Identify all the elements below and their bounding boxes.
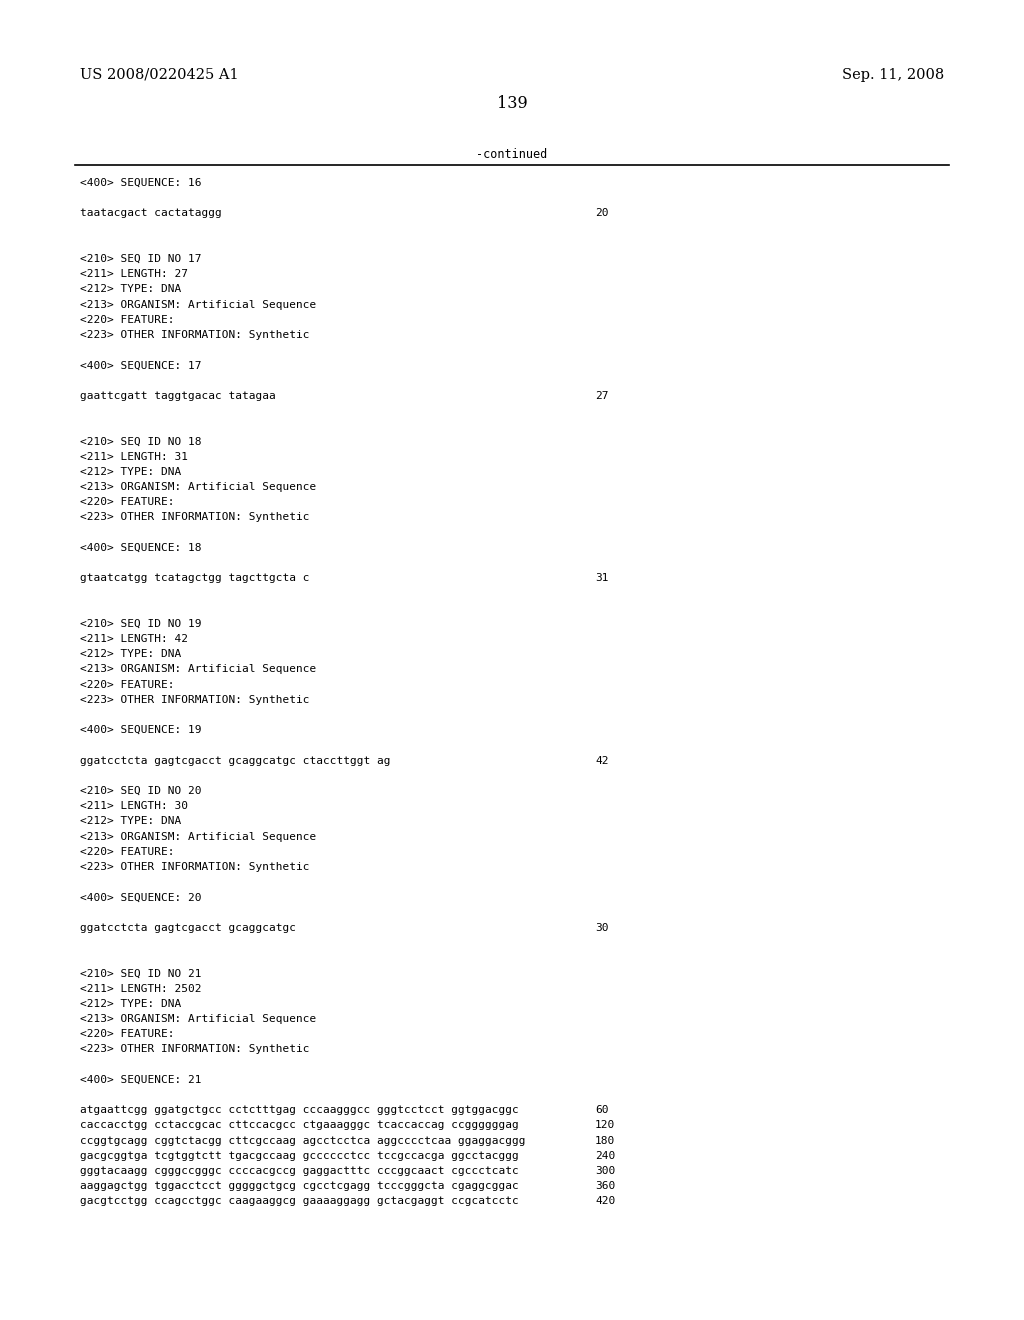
Text: ggatcctcta gagtcgacct gcaggcatgc ctaccttggt ag: ggatcctcta gagtcgacct gcaggcatgc ctacctt… [80, 755, 390, 766]
Text: <400> SEQUENCE: 19: <400> SEQUENCE: 19 [80, 725, 202, 735]
Text: aaggagctgg tggacctcct gggggctgcg cgcctcgagg tcccgggcta cgaggcggac: aaggagctgg tggacctcct gggggctgcg cgcctcg… [80, 1181, 519, 1191]
Text: <210> SEQ ID NO 21: <210> SEQ ID NO 21 [80, 969, 202, 978]
Text: <220> FEATURE:: <220> FEATURE: [80, 498, 174, 507]
Text: <223> OTHER INFORMATION: Synthetic: <223> OTHER INFORMATION: Synthetic [80, 512, 309, 523]
Text: 300: 300 [595, 1166, 615, 1176]
Text: <213> ORGANISM: Artificial Sequence: <213> ORGANISM: Artificial Sequence [80, 832, 316, 842]
Text: <210> SEQ ID NO 18: <210> SEQ ID NO 18 [80, 437, 202, 446]
Text: <212> TYPE: DNA: <212> TYPE: DNA [80, 284, 181, 294]
Text: <223> OTHER INFORMATION: Synthetic: <223> OTHER INFORMATION: Synthetic [80, 1044, 309, 1055]
Text: <220> FEATURE:: <220> FEATURE: [80, 680, 174, 689]
Text: <213> ORGANISM: Artificial Sequence: <213> ORGANISM: Artificial Sequence [80, 664, 316, 675]
Text: <211> LENGTH: 42: <211> LENGTH: 42 [80, 634, 188, 644]
Text: <211> LENGTH: 31: <211> LENGTH: 31 [80, 451, 188, 462]
Text: ccggtgcagg cggtctacgg cttcgccaag agcctcctca aggcccctcaa ggaggacggg: ccggtgcagg cggtctacgg cttcgccaag agcctcc… [80, 1135, 525, 1146]
Text: gacgcggtga tcgtggtctt tgacgccaag gcccccctcc tccgccacga ggcctacggg: gacgcggtga tcgtggtctt tgacgccaag gcccccc… [80, 1151, 519, 1160]
Text: <211> LENGTH: 30: <211> LENGTH: 30 [80, 801, 188, 812]
Text: 31: 31 [595, 573, 608, 583]
Text: gacgtcctgg ccagcctggc caagaaggcg gaaaaggagg gctacgaggt ccgcatcctc: gacgtcctgg ccagcctggc caagaaggcg gaaaagg… [80, 1196, 519, 1206]
Text: <220> FEATURE:: <220> FEATURE: [80, 847, 174, 857]
Text: 360: 360 [595, 1181, 615, 1191]
Text: <400> SEQUENCE: 18: <400> SEQUENCE: 18 [80, 543, 202, 553]
Text: 60: 60 [595, 1105, 608, 1115]
Text: gaattcgatt taggtgacac tatagaa: gaattcgatt taggtgacac tatagaa [80, 391, 275, 401]
Text: <400> SEQUENCE: 17: <400> SEQUENCE: 17 [80, 360, 202, 371]
Text: <400> SEQUENCE: 20: <400> SEQUENCE: 20 [80, 892, 202, 903]
Text: 30: 30 [595, 923, 608, 933]
Text: <220> FEATURE:: <220> FEATURE: [80, 314, 174, 325]
Text: <210> SEQ ID NO 19: <210> SEQ ID NO 19 [80, 619, 202, 628]
Text: <400> SEQUENCE: 16: <400> SEQUENCE: 16 [80, 178, 202, 187]
Text: <223> OTHER INFORMATION: Synthetic: <223> OTHER INFORMATION: Synthetic [80, 862, 309, 873]
Text: <223> OTHER INFORMATION: Synthetic: <223> OTHER INFORMATION: Synthetic [80, 330, 309, 341]
Text: <212> TYPE: DNA: <212> TYPE: DNA [80, 999, 181, 1008]
Text: <213> ORGANISM: Artificial Sequence: <213> ORGANISM: Artificial Sequence [80, 300, 316, 310]
Text: <223> OTHER INFORMATION: Synthetic: <223> OTHER INFORMATION: Synthetic [80, 694, 309, 705]
Text: <212> TYPE: DNA: <212> TYPE: DNA [80, 816, 181, 826]
Text: <210> SEQ ID NO 20: <210> SEQ ID NO 20 [80, 785, 202, 796]
Text: -continued: -continued [476, 148, 548, 161]
Text: <212> TYPE: DNA: <212> TYPE: DNA [80, 467, 181, 477]
Text: <211> LENGTH: 2502: <211> LENGTH: 2502 [80, 983, 202, 994]
Text: <211> LENGTH: 27: <211> LENGTH: 27 [80, 269, 188, 280]
Text: ggatcctcta gagtcgacct gcaggcatgc: ggatcctcta gagtcgacct gcaggcatgc [80, 923, 296, 933]
Text: <213> ORGANISM: Artificial Sequence: <213> ORGANISM: Artificial Sequence [80, 482, 316, 492]
Text: gtaatcatgg tcatagctgg tagcttgcta c: gtaatcatgg tcatagctgg tagcttgcta c [80, 573, 309, 583]
Text: 139: 139 [497, 95, 527, 112]
Text: <210> SEQ ID NO 17: <210> SEQ ID NO 17 [80, 253, 202, 264]
Text: Sep. 11, 2008: Sep. 11, 2008 [842, 69, 944, 82]
Text: 240: 240 [595, 1151, 615, 1160]
Text: gggtacaagg cgggccgggc ccccacgccg gaggactttc cccggcaact cgccctcatc: gggtacaagg cgggccgggc ccccacgccg gaggact… [80, 1166, 519, 1176]
Text: 27: 27 [595, 391, 608, 401]
Text: 20: 20 [595, 209, 608, 218]
Text: 42: 42 [595, 755, 608, 766]
Text: taatacgact cactataggg: taatacgact cactataggg [80, 209, 222, 218]
Text: atgaattcgg ggatgctgcc cctctttgag cccaagggcc gggtcctcct ggtggacggc: atgaattcgg ggatgctgcc cctctttgag cccaagg… [80, 1105, 519, 1115]
Text: 180: 180 [595, 1135, 615, 1146]
Text: <400> SEQUENCE: 21: <400> SEQUENCE: 21 [80, 1074, 202, 1085]
Text: <212> TYPE: DNA: <212> TYPE: DNA [80, 649, 181, 659]
Text: US 2008/0220425 A1: US 2008/0220425 A1 [80, 69, 239, 82]
Text: 420: 420 [595, 1196, 615, 1206]
Text: caccacctgg cctaccgcac cttccacgcc ctgaaagggc tcaccaccag ccggggggag: caccacctgg cctaccgcac cttccacgcc ctgaaag… [80, 1121, 519, 1130]
Text: <220> FEATURE:: <220> FEATURE: [80, 1030, 174, 1039]
Text: <213> ORGANISM: Artificial Sequence: <213> ORGANISM: Artificial Sequence [80, 1014, 316, 1024]
Text: 120: 120 [595, 1121, 615, 1130]
